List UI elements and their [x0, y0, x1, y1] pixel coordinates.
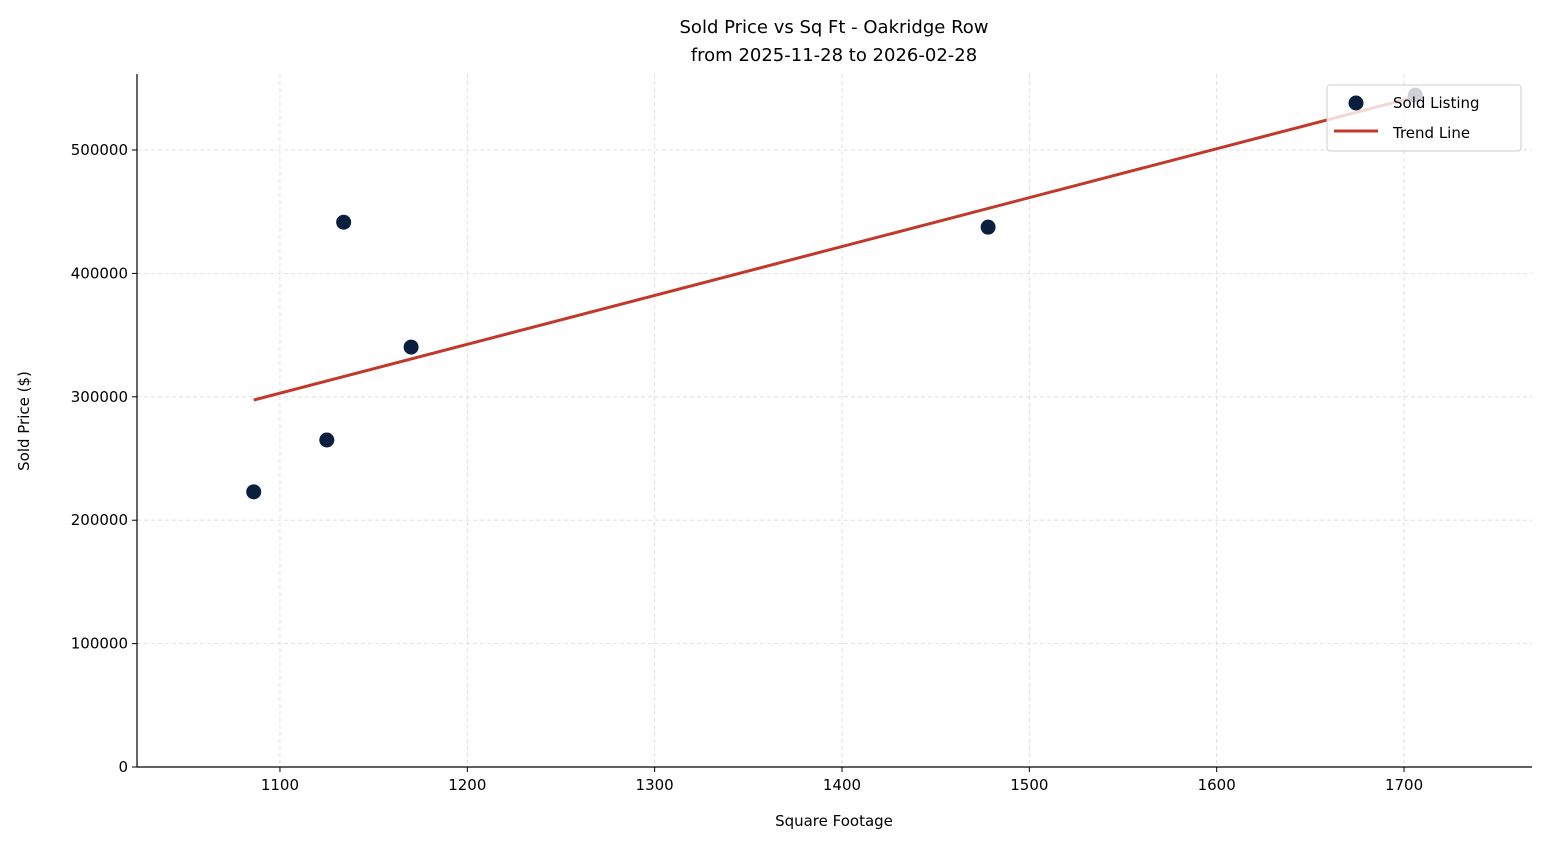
x-tick-label: 1300	[636, 776, 674, 794]
x-tick-label: 1100	[261, 776, 299, 794]
y-tick-label: 100000	[71, 635, 128, 653]
trend-line-layer	[253, 95, 1416, 402]
legend-marker-sold-listing	[1348, 95, 1364, 111]
legend-label-trend-line: Trend Line	[1392, 124, 1470, 142]
y-tick-label: 300000	[71, 388, 128, 406]
data-point	[319, 432, 335, 448]
legend-frame	[1326, 84, 1522, 152]
x-tick-label: 1200	[448, 776, 486, 794]
axes: 1100 1200 1300 1400 1500 1600 1700 0 100000 20000…	[71, 74, 1532, 794]
x-tick-label: 1600	[1198, 776, 1236, 794]
legend-label-sold-listing: Sold Listing	[1393, 94, 1480, 112]
x-tick-label: 1700	[1385, 776, 1423, 794]
data-point	[980, 219, 996, 235]
x-tick-label: 1400	[823, 776, 861, 794]
chart-title: Sold Price vs Sq Ft - Oakridge Row	[680, 17, 989, 38]
data-point	[403, 339, 419, 355]
grid	[137, 74, 1532, 767]
y-tick-label: 500000	[71, 141, 128, 159]
trend-line	[253, 95, 1416, 402]
x-tick-label: 1500	[1010, 776, 1048, 794]
legend: Sold Listing Trend Line	[1326, 84, 1522, 152]
points-layer	[246, 87, 1423, 500]
y-tick-label: 400000	[71, 264, 128, 282]
data-point	[336, 214, 352, 230]
chart-subtitle: from 2025-11-28 to 2026-02-28	[691, 45, 977, 66]
y-tick-label: 0	[118, 758, 128, 776]
x-axis-label: Square Footage	[775, 812, 893, 830]
data-point	[246, 484, 262, 500]
y-tick-label: 200000	[71, 511, 128, 529]
y-axis-label: Sold Price ($)	[15, 371, 33, 471]
